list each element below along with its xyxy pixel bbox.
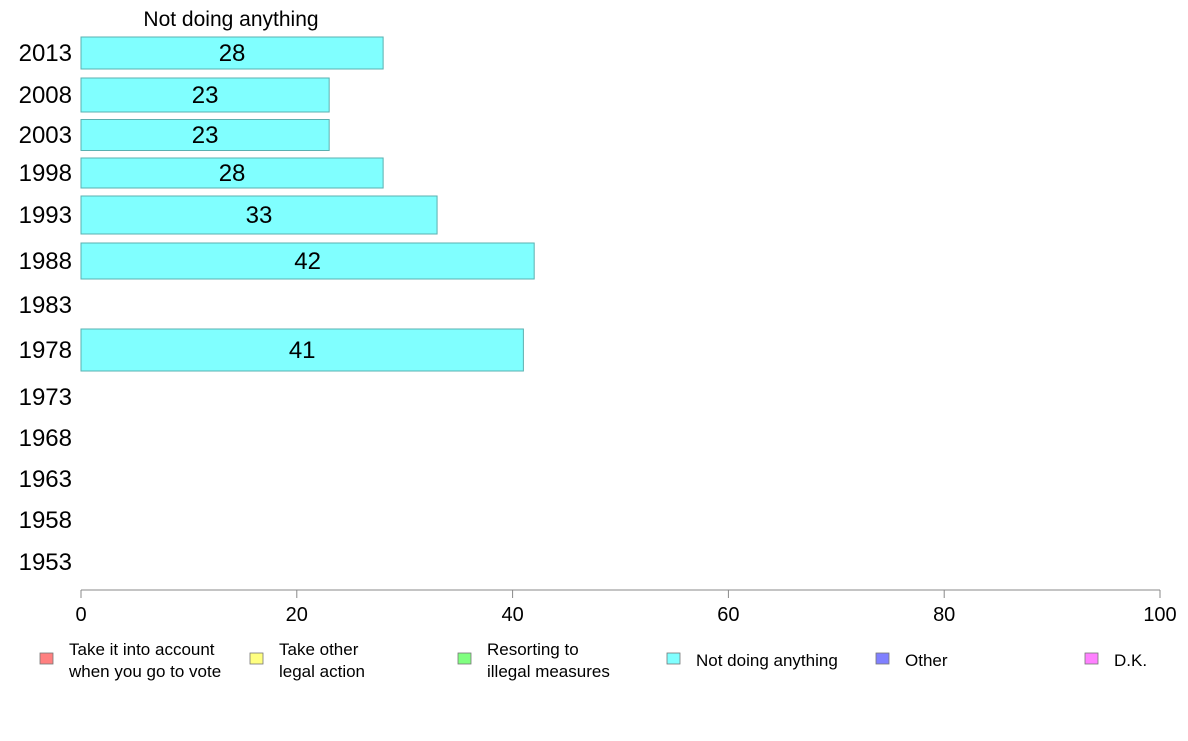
x-tick-label: 40 (501, 604, 523, 626)
y-tick-label: 1953 (19, 549, 72, 576)
legend-swatch (666, 652, 681, 665)
legend-swatch (457, 652, 472, 665)
chart-title: Not doing anything (143, 8, 318, 31)
y-tick-label: 1988 (19, 248, 72, 275)
bar (80, 195, 438, 235)
bar (80, 77, 330, 113)
x-tick-label: 20 (286, 604, 308, 626)
bar (80, 119, 330, 151)
legend-label: Not doing anything (696, 651, 838, 670)
bar-data-label: 42 (294, 248, 321, 275)
legend-label: Take it into account (69, 640, 215, 659)
legend-item: Resorting to illegal measures (457, 640, 610, 681)
legend-item: Not doing anything (666, 651, 838, 670)
y-tick-label: 1998 (19, 160, 72, 187)
legend-label: Resorting to (487, 640, 579, 659)
legend-item: D.K. (1084, 651, 1147, 670)
bar-data-label: 41 (289, 337, 316, 364)
x-tick-label: 60 (717, 604, 739, 626)
bar-data-label: 23 (192, 82, 219, 109)
legend-label: Take other (279, 640, 359, 659)
y-tick-label: 2008 (19, 82, 72, 109)
bar-data-label: 28 (219, 40, 246, 67)
bar-data-label: 28 (219, 160, 246, 187)
bar (80, 328, 524, 372)
legend-label: when you go to vote (68, 662, 221, 681)
x-tick-label: 100 (1143, 604, 1176, 626)
legend-label: legal action (279, 662, 365, 681)
bar (80, 157, 384, 189)
y-tick-label: 1973 (19, 384, 72, 411)
y-tick-label: 1963 (19, 466, 72, 493)
y-tick-label: 2003 (19, 122, 72, 149)
legend-item: Take it into account when you go to vote (39, 640, 221, 681)
bar-data-label: 23 (192, 122, 219, 149)
y-tick-label: 1968 (19, 425, 72, 452)
legend-swatch (875, 652, 890, 665)
legend-label: illegal measures (487, 662, 610, 681)
bar-data-label: 33 (246, 202, 273, 229)
legend-item: Take other legal action (249, 640, 365, 681)
legend-item: Other (875, 651, 948, 670)
legend-swatch (39, 652, 54, 665)
y-tick-label: 1983 (19, 292, 72, 319)
y-tick-label: 1978 (19, 337, 72, 364)
bar (80, 242, 535, 280)
x-tick-label: 80 (933, 604, 955, 626)
x-tick-label: 0 (75, 604, 86, 626)
bar (80, 36, 384, 70)
y-axis-labels: 2013 2008 2003 1998 1993 1988 1983 1978 1973 1968… (19, 40, 72, 576)
x-axis: 0 20 40 60 80 100 (75, 589, 1177, 626)
y-tick-label: 1958 (19, 507, 72, 534)
legend-label: D.K. (1114, 651, 1147, 670)
y-tick-label: 2013 (19, 40, 72, 67)
legend-swatch (1084, 652, 1099, 665)
legend-swatch (249, 652, 264, 665)
y-tick-label: 1993 (19, 202, 72, 229)
legend-label: Other (905, 651, 948, 670)
